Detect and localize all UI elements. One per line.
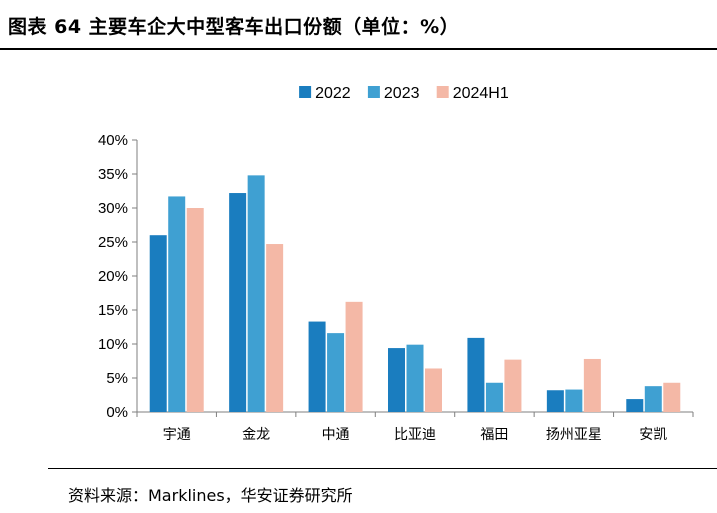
x-category-label: 扬州亚星 <box>546 427 602 443</box>
legend-label: 2024H1 <box>453 85 509 102</box>
source-note: 资料来源：Marklines，华安证券研究所 <box>68 486 353 505</box>
bar <box>663 382 681 412</box>
x-category-label: 金龙 <box>242 427 270 443</box>
bar <box>186 208 204 412</box>
legend-swatch <box>367 86 380 98</box>
bar <box>406 344 424 412</box>
x-category-label: 福田 <box>480 427 508 443</box>
chart-legend: 2022 2023 2024H1 <box>299 85 509 102</box>
y-tick-label: 20% <box>98 268 128 285</box>
bar <box>266 244 284 412</box>
bar <box>644 386 662 412</box>
bar <box>583 358 601 412</box>
x-category-label: 中通 <box>322 427 350 443</box>
bar <box>504 359 522 412</box>
x-category-label: 宇通 <box>163 427 191 443</box>
bar <box>467 337 485 412</box>
bar <box>229 193 247 412</box>
series-2024H1 <box>186 208 681 412</box>
series-2022 <box>149 193 644 412</box>
bar-chart: 2022 2023 2024H1 0% 5% 10% 15% 20% 25% 30% 35% 40%… <box>98 85 694 443</box>
y-tick-label: 0% <box>106 404 128 421</box>
x-category-label: 比亚迪 <box>394 427 436 443</box>
bar <box>327 333 345 412</box>
bar <box>149 235 167 412</box>
legend-swatch <box>299 86 312 98</box>
bar-series <box>149 175 681 412</box>
source-divider <box>48 468 717 469</box>
bar <box>626 399 644 412</box>
y-axis: 0% 5% 10% 15% 20% 25% 30% 35% 40% <box>98 132 138 421</box>
bar <box>388 348 405 412</box>
y-tick-label: 35% <box>98 166 128 183</box>
y-tick-label: 25% <box>98 234 128 251</box>
series-2023 <box>168 175 662 412</box>
bar <box>247 175 265 412</box>
figure-title: 图表 64 主要车企大中型客车出口份额（单位：%） <box>8 16 460 38</box>
y-tick-label: 5% <box>106 370 128 387</box>
x-axis: 宇通 金龙 中通 比亚迪 福田 扬州亚星 安凯 <box>136 411 694 443</box>
title-divider <box>0 48 717 50</box>
x-category-label: 安凯 <box>639 427 667 443</box>
bar <box>308 321 326 412</box>
legend-label: 2023 <box>384 85 420 102</box>
bar <box>546 390 564 412</box>
bar <box>485 382 503 412</box>
y-tick-label: 10% <box>98 336 128 353</box>
y-tick-label: 15% <box>98 302 128 319</box>
bar <box>565 389 583 412</box>
legend-label: 2022 <box>315 85 351 102</box>
bar <box>345 301 363 412</box>
y-tick-label: 40% <box>98 132 128 149</box>
bar <box>425 368 442 412</box>
bar <box>168 196 186 412</box>
y-tick-label: 30% <box>98 200 128 217</box>
legend-swatch <box>436 86 449 98</box>
